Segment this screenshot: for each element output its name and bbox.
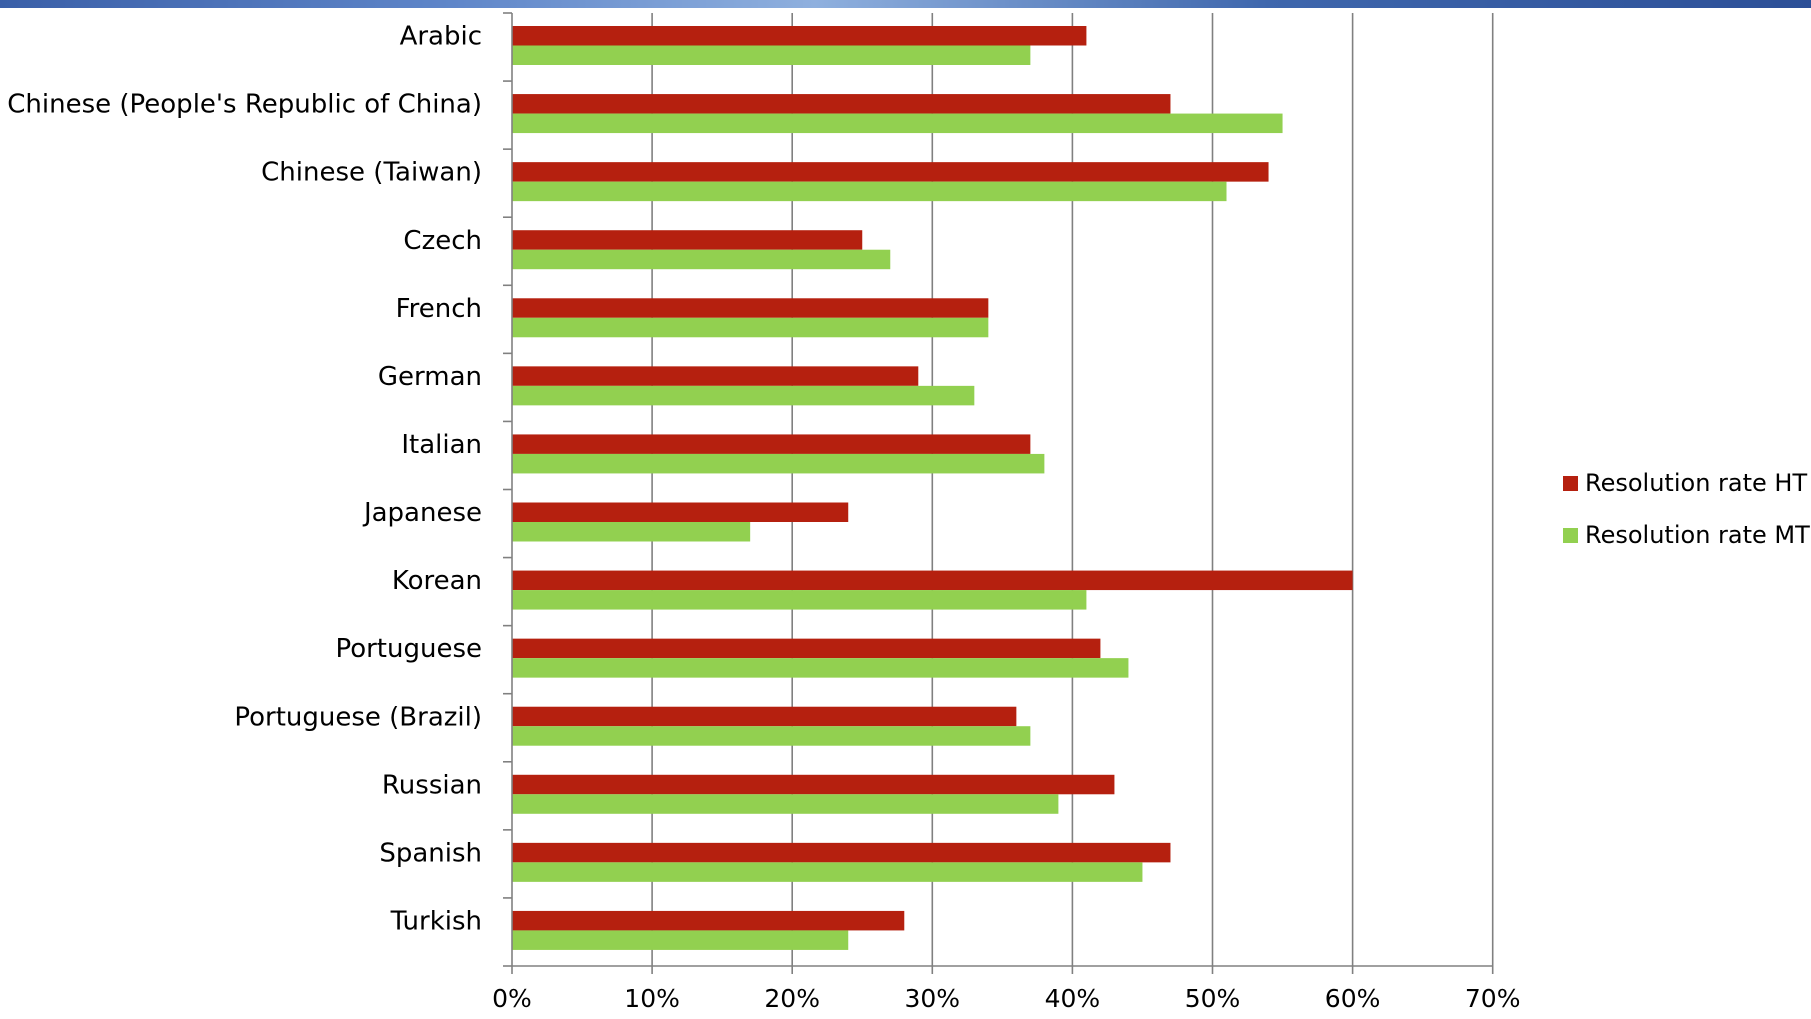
- bar-resolution-rate-ht: [512, 502, 849, 522]
- legend-swatch: [1563, 528, 1578, 543]
- legend-swatch: [1563, 476, 1578, 491]
- bar-resolution-rate-mt: [512, 181, 1227, 202]
- bar-resolution-rate-mt: [512, 794, 1059, 814]
- bar-resolution-rate-ht: [512, 706, 1017, 727]
- bar-resolution-rate-ht: [512, 366, 919, 386]
- bar-resolution-rate-mt: [512, 45, 1031, 65]
- bar-resolution-rate-ht: [512, 842, 1171, 863]
- x-tick-label: 70%: [1465, 984, 1521, 1013]
- bar-resolution-rate-ht: [512, 434, 1031, 454]
- header-band: [0, 0, 1811, 8]
- bar-resolution-rate-mt: [512, 453, 1045, 474]
- bar-resolution-rate-ht: [512, 26, 1087, 46]
- legend-label: Resolution rate HT: [1585, 469, 1807, 497]
- category-label: German: [378, 362, 482, 392]
- bar-resolution-rate-mt: [512, 522, 751, 542]
- bar-resolution-rate-ht: [512, 910, 905, 931]
- bar-resolution-rate-ht: [512, 774, 1115, 795]
- category-label: Arabic: [400, 22, 482, 52]
- bar-resolution-rate-ht: [512, 570, 1353, 591]
- legend-label: Resolution rate MT: [1585, 521, 1810, 549]
- bar-resolution-rate-mt: [512, 113, 1283, 134]
- x-tick-label: 50%: [1185, 984, 1241, 1013]
- bar-resolution-rate-mt: [512, 249, 891, 270]
- bar-resolution-rate-mt: [512, 726, 1031, 746]
- category-label: Chinese (Taiwan): [261, 158, 482, 188]
- bar-resolution-rate-ht: [512, 162, 1269, 182]
- bar-resolution-rate-mt: [512, 385, 975, 406]
- x-tick-label: 0%: [492, 984, 532, 1013]
- bar-resolution-rate-mt: [512, 658, 1129, 678]
- bar-resolution-rate-ht: [512, 298, 989, 318]
- bar-resolution-rate-ht: [512, 94, 1171, 114]
- category-label: Turkish: [390, 906, 482, 936]
- bar-resolution-rate-mt: [512, 317, 989, 338]
- x-tick-label: 10%: [624, 984, 680, 1013]
- category-label: Portuguese: [335, 634, 482, 664]
- bar-resolution-rate-ht: [512, 638, 1101, 659]
- category-label: Portuguese (Brazil): [234, 702, 482, 732]
- bar-resolution-rate-mt: [512, 862, 1143, 882]
- category-label: Spanish: [379, 838, 482, 868]
- category-label: Korean: [392, 566, 482, 596]
- category-label: Czech: [403, 226, 482, 256]
- x-tick-label: 40%: [1045, 984, 1101, 1013]
- category-label: Russian: [382, 770, 482, 800]
- x-tick-label: 60%: [1325, 984, 1381, 1013]
- bar-resolution-rate-mt: [512, 590, 1087, 610]
- category-label: Italian: [401, 430, 482, 460]
- bar-resolution-rate-mt: [512, 930, 849, 950]
- x-tick-label: 20%: [764, 984, 820, 1013]
- x-tick-label: 30%: [905, 984, 961, 1013]
- category-label: French: [396, 294, 482, 324]
- category-label: Chinese (People's Republic of China): [7, 90, 482, 120]
- bar-resolution-rate-ht: [512, 230, 863, 250]
- category-label: Japanese: [362, 498, 482, 528]
